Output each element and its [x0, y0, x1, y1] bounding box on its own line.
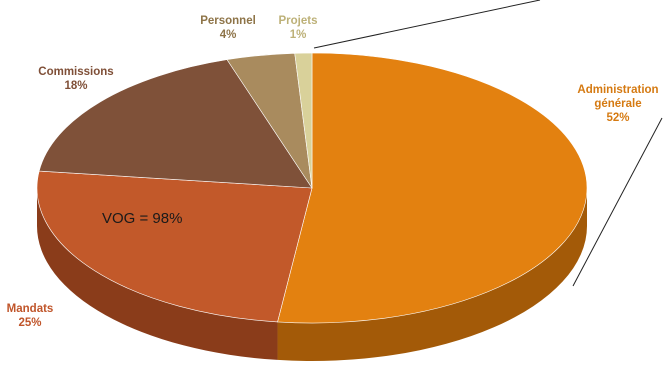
leader-line-right: [572, 117, 663, 287]
pie-labels: Administration générale 52% Mandats 25% Commi…: [7, 15, 659, 329]
slice-2: [36, 170, 313, 323]
slice-value-label: 52%: [606, 112, 629, 124]
slice-name-line: Personnel: [200, 15, 256, 27]
slice-name-line: Projets: [279, 15, 318, 27]
slice-label-5: Projets 1%: [279, 15, 318, 41]
slice-value-label: 25%: [18, 317, 41, 329]
slice-name-line: générale: [594, 98, 641, 110]
slice-3: [38, 59, 313, 189]
leader-line-top: [313, 0, 541, 49]
slice-value-label: 18%: [64, 80, 87, 92]
pie-leaders: [313, 0, 663, 287]
slice-label-1: Administration générale 52%: [577, 84, 658, 124]
slice-label-3: Commissions 18%: [38, 66, 113, 92]
slice-label-4: Personnel 4%: [200, 15, 256, 41]
slice-value-label: 1%: [290, 29, 307, 41]
center-label: VOG = 98%: [102, 210, 182, 227]
slice-name-line: Administration: [577, 84, 658, 96]
pie-sides: [37, 188, 587, 361]
slice-side-1: [277, 188, 587, 361]
slice-value-label: 4%: [220, 29, 237, 41]
pie-tops: [36, 52, 588, 324]
slice-label-2: Mandats 25%: [7, 303, 54, 329]
slice-name-line: Commissions: [38, 66, 113, 78]
slice-1: [277, 52, 588, 324]
slice-name-line: Mandats: [7, 303, 54, 315]
slice-5: [294, 52, 313, 189]
slice-side-2: [37, 188, 278, 360]
